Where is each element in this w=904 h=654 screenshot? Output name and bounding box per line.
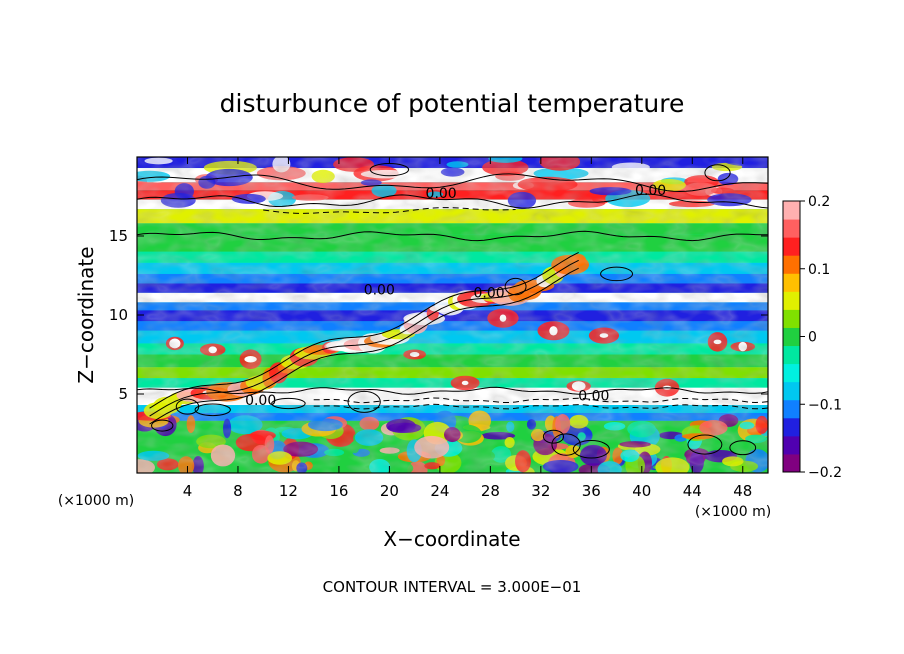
x-tick-label: 32 xyxy=(531,482,550,500)
closed-contour xyxy=(600,266,634,282)
closed-contour xyxy=(704,164,731,182)
y-tick-label: 10 xyxy=(109,306,128,324)
y-tick-label: 5 xyxy=(118,385,128,403)
x-unit-left: (×1000 m) xyxy=(58,493,134,509)
colorbar: 0.2 0.1 0 −0.1 −0.2 xyxy=(782,194,842,481)
contour-label: 0.00 xyxy=(578,388,609,404)
plume-contour xyxy=(149,267,579,425)
y-axis-label: Z−coordinate xyxy=(74,246,98,383)
colorbar-segment xyxy=(783,309,800,328)
closed-contour xyxy=(542,429,565,444)
colorbar-segment xyxy=(783,435,800,455)
contour-interval-note: CONTOUR INTERVAL = 3.000E−01 xyxy=(323,578,582,596)
closed-contour xyxy=(729,440,757,456)
colorbar-segment xyxy=(783,237,800,256)
x-tick-label: 24 xyxy=(430,482,449,500)
colorbar-segment xyxy=(783,363,800,383)
colorbar-segment xyxy=(783,381,800,401)
closed-contour xyxy=(151,419,174,432)
x-tick-label: 16 xyxy=(329,482,348,500)
colorbar-segment xyxy=(783,417,800,437)
contour-label: 0.00 xyxy=(364,282,395,298)
x-tick-label: 36 xyxy=(582,482,601,500)
closed-contour xyxy=(271,397,306,410)
colorbar-segment xyxy=(783,399,800,419)
x-tick-label: 20 xyxy=(380,482,399,500)
colorbar-tick-label: 0 xyxy=(808,330,817,346)
x-tick-label: 28 xyxy=(481,482,500,500)
contour-lines xyxy=(137,163,768,459)
y-tick-label: 15 xyxy=(109,227,128,245)
contour-line xyxy=(313,403,768,410)
contour-line xyxy=(263,207,516,214)
contour-label: 0.00 xyxy=(635,183,666,199)
colorbar-tick-label: 0.2 xyxy=(808,194,830,210)
colorbar-segment xyxy=(783,291,800,310)
closed-contour xyxy=(504,277,527,296)
contour-label: 0.00 xyxy=(245,393,276,409)
colorbar-segment xyxy=(783,453,800,473)
colorbar-segment xyxy=(783,255,800,274)
x-unit-right: (×1000 m) xyxy=(695,504,771,520)
closed-contour xyxy=(572,440,610,459)
closed-contour xyxy=(687,434,723,455)
chart-title: disturbunce of potential temperature xyxy=(220,89,685,118)
colorbar-tick-label: 0.1 xyxy=(808,262,830,278)
contour-labels: 0.00 0.00 0.00 0.00 0.00 0.00 xyxy=(245,183,666,409)
x-tick-label: 48 xyxy=(733,482,752,500)
contour-line xyxy=(313,397,768,404)
contour-label: 0.00 xyxy=(426,186,457,202)
x-axis-label: X−coordinate xyxy=(383,527,520,551)
contour-line xyxy=(137,173,768,193)
x-tick-label: 40 xyxy=(632,482,651,500)
x-axis: 4 8 12 16 20 24 28 32 36 40 44 48 xyxy=(183,157,752,500)
y-axis: 5 10 15 xyxy=(109,227,768,403)
x-tick-label: 4 xyxy=(183,482,193,500)
colorbar-tick-label: −0.2 xyxy=(808,465,842,481)
plume-contour xyxy=(149,251,579,409)
colorbar-segment xyxy=(783,219,800,238)
colorbar-segment xyxy=(783,273,800,292)
x-tick-label: 8 xyxy=(233,482,243,500)
plot-area: 0.00 0.00 0.00 0.00 0.00 0.00 xyxy=(137,157,768,473)
closed-contour xyxy=(347,390,381,413)
contour-label: 0.00 xyxy=(474,286,505,302)
colorbar-tick-label: −0.1 xyxy=(808,397,842,413)
closed-contour xyxy=(194,403,231,417)
contour-line xyxy=(137,230,768,242)
colorbar-segment xyxy=(783,345,800,365)
x-tick-label: 44 xyxy=(683,482,702,500)
closed-contour xyxy=(551,433,581,456)
x-tick-label: 12 xyxy=(279,482,298,500)
colorbar-segment xyxy=(783,201,800,220)
plume-contour xyxy=(149,259,579,417)
contour-line xyxy=(137,386,768,395)
contour-line xyxy=(137,193,768,209)
colorbar-segment xyxy=(783,327,800,347)
